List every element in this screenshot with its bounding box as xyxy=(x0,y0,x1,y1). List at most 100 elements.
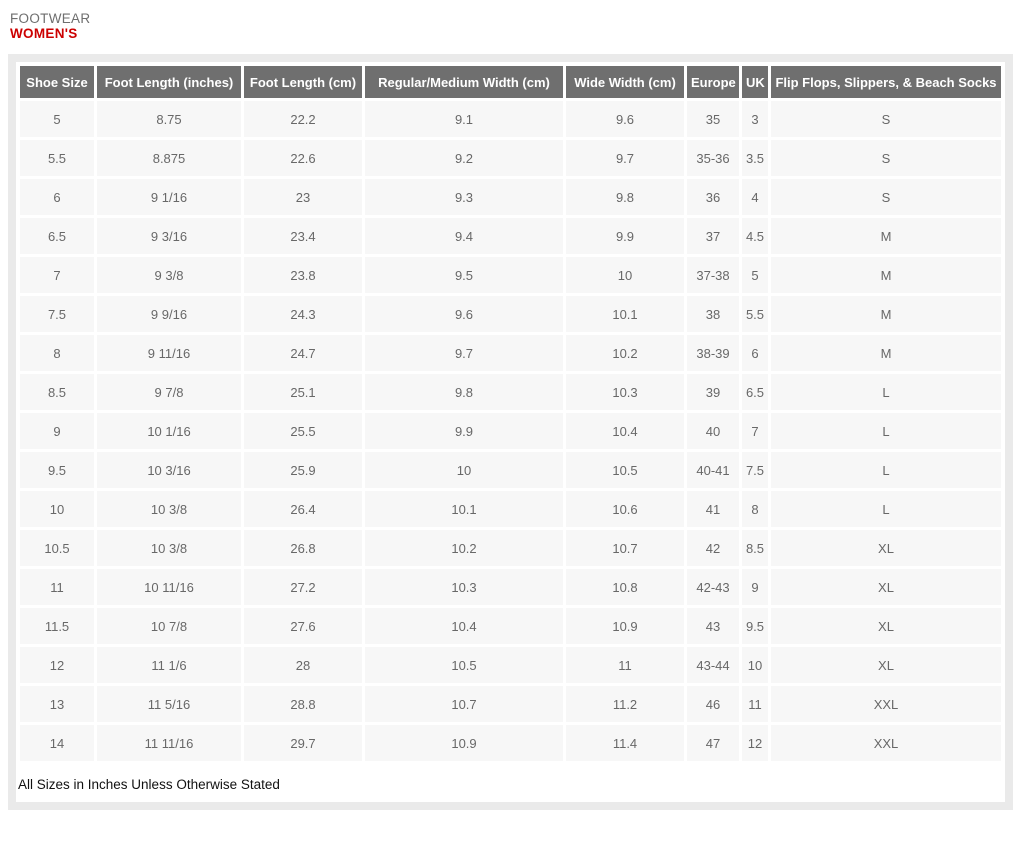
table-row: 13 11 5/16 28.8 10.7 11.2 46 11 XXL xyxy=(20,686,1001,722)
womens-footwear-size-table: Shoe Size Foot Length (inches) Foot Length… xyxy=(17,63,1004,764)
table-row: 11.5 10 7/8 27.6 10.4 10.9 43 9.5 XL xyxy=(20,608,1001,644)
size-cell: 43 xyxy=(687,608,739,644)
size-cell: 11.5 xyxy=(20,608,94,644)
size-cell: 8.5 xyxy=(20,374,94,410)
size-cell: XL xyxy=(771,569,1001,605)
table-row: 10 10 3/8 26.4 10.1 10.6 41 8 L xyxy=(20,491,1001,527)
size-cell: 38 xyxy=(687,296,739,332)
size-cell: 43-44 xyxy=(687,647,739,683)
size-cell: 10 3/16 xyxy=(97,452,241,488)
size-cell: 10.5 xyxy=(20,530,94,566)
column-header: Foot Length (cm) xyxy=(244,66,362,98)
column-header: Shoe Size xyxy=(20,66,94,98)
table-row: 14 11 11/16 29.7 10.9 11.4 47 12 XXL xyxy=(20,725,1001,761)
size-cell: 9 9/16 xyxy=(97,296,241,332)
size-cell: 27.2 xyxy=(244,569,362,605)
size-cell: L xyxy=(771,413,1001,449)
size-cell: 25.1 xyxy=(244,374,362,410)
size-cell: 9.2 xyxy=(365,140,563,176)
size-chart-frame: Shoe Size Foot Length (inches) Foot Length… xyxy=(8,54,1013,810)
size-cell: 10.4 xyxy=(566,413,684,449)
size-cell: 8 xyxy=(742,491,768,527)
size-cell: 47 xyxy=(687,725,739,761)
size-cell: 26.8 xyxy=(244,530,362,566)
size-cell: 39 xyxy=(687,374,739,410)
table-row: 11 10 11/16 27.2 10.3 10.8 42-43 9 XL xyxy=(20,569,1001,605)
size-cell: L xyxy=(771,374,1001,410)
size-cell: 22.6 xyxy=(244,140,362,176)
size-cell: 10.6 xyxy=(566,491,684,527)
size-cell: 9.8 xyxy=(566,179,684,215)
size-cell: 6 xyxy=(20,179,94,215)
size-cell: 24.7 xyxy=(244,335,362,371)
table-row: 9 10 1/16 25.5 9.9 10.4 40 7 L xyxy=(20,413,1001,449)
size-cell: 11 11/16 xyxy=(97,725,241,761)
page-title: WOMEN'S xyxy=(10,26,78,41)
size-cell: 40 xyxy=(687,413,739,449)
size-cell: 42-43 xyxy=(687,569,739,605)
size-cell: M xyxy=(771,296,1001,332)
table-body: 5 8.75 22.2 9.1 9.6 35 3 S 5.5 8.875 22.6 9.2 9.7 35-… xyxy=(20,101,1001,761)
size-cell: 28 xyxy=(244,647,362,683)
size-cell: 23.8 xyxy=(244,257,362,293)
size-cell: 5 xyxy=(742,257,768,293)
size-cell: 35-36 xyxy=(687,140,739,176)
category-label: FOOTWEAR xyxy=(10,11,91,26)
size-cell: 5 xyxy=(20,101,94,137)
size-cell: 10 1/16 xyxy=(97,413,241,449)
size-cell: 5.5 xyxy=(742,296,768,332)
size-cell: XXL xyxy=(771,686,1001,722)
column-header: Wide Width (cm) xyxy=(566,66,684,98)
size-cell: 9 1/16 xyxy=(97,179,241,215)
size-cell: M xyxy=(771,335,1001,371)
size-cell: 46 xyxy=(687,686,739,722)
size-cell: 9.9 xyxy=(365,413,563,449)
size-cell: 22.2 xyxy=(244,101,362,137)
size-cell: 9.6 xyxy=(566,101,684,137)
size-cell: 40-41 xyxy=(687,452,739,488)
column-header: Regular/Medium Width (cm) xyxy=(365,66,563,98)
size-cell: 7 xyxy=(20,257,94,293)
size-cell: 8.75 xyxy=(97,101,241,137)
size-cell: 10.3 xyxy=(365,569,563,605)
size-cell: 38-39 xyxy=(687,335,739,371)
size-cell: 11 xyxy=(742,686,768,722)
size-cell: 5.5 xyxy=(20,140,94,176)
size-cell: 11 xyxy=(20,569,94,605)
column-header: UK xyxy=(742,66,768,98)
size-cell: 10 xyxy=(20,491,94,527)
size-cell: 10.2 xyxy=(365,530,563,566)
size-cell: XL xyxy=(771,608,1001,644)
size-cell: 10 xyxy=(742,647,768,683)
size-cell: 11.4 xyxy=(566,725,684,761)
size-cell: 36 xyxy=(687,179,739,215)
header-row: Shoe Size Foot Length (inches) Foot Length… xyxy=(20,66,1001,98)
table-row: 5 8.75 22.2 9.1 9.6 35 3 S xyxy=(20,101,1001,137)
size-cell: 9 xyxy=(742,569,768,605)
size-cell: 9.6 xyxy=(365,296,563,332)
size-cell: 3 xyxy=(742,101,768,137)
size-chart-inner: Shoe Size Foot Length (inches) Foot Length… xyxy=(16,62,1005,802)
size-cell: 10.7 xyxy=(566,530,684,566)
size-cell: L xyxy=(771,452,1001,488)
size-cell: 9.7 xyxy=(365,335,563,371)
size-cell: 8.5 xyxy=(742,530,768,566)
size-cell: 9.5 xyxy=(742,608,768,644)
size-cell: 9 xyxy=(20,413,94,449)
size-cell: 23.4 xyxy=(244,218,362,254)
size-cell: 9 3/8 xyxy=(97,257,241,293)
size-cell: 9.3 xyxy=(365,179,563,215)
size-cell: 6.5 xyxy=(742,374,768,410)
size-cell: 10.9 xyxy=(365,725,563,761)
column-header: Flip Flops, Slippers, & Beach Socks xyxy=(771,66,1001,98)
table-row: 10.5 10 3/8 26.8 10.2 10.7 42 8.5 XL xyxy=(20,530,1001,566)
size-cell: 28.8 xyxy=(244,686,362,722)
size-cell: XL xyxy=(771,530,1001,566)
size-cell: 29.7 xyxy=(244,725,362,761)
table-row: 6.5 9 3/16 23.4 9.4 9.9 37 4.5 M xyxy=(20,218,1001,254)
size-cell: 4.5 xyxy=(742,218,768,254)
size-cell: 23 xyxy=(244,179,362,215)
size-cell: 10.7 xyxy=(365,686,563,722)
